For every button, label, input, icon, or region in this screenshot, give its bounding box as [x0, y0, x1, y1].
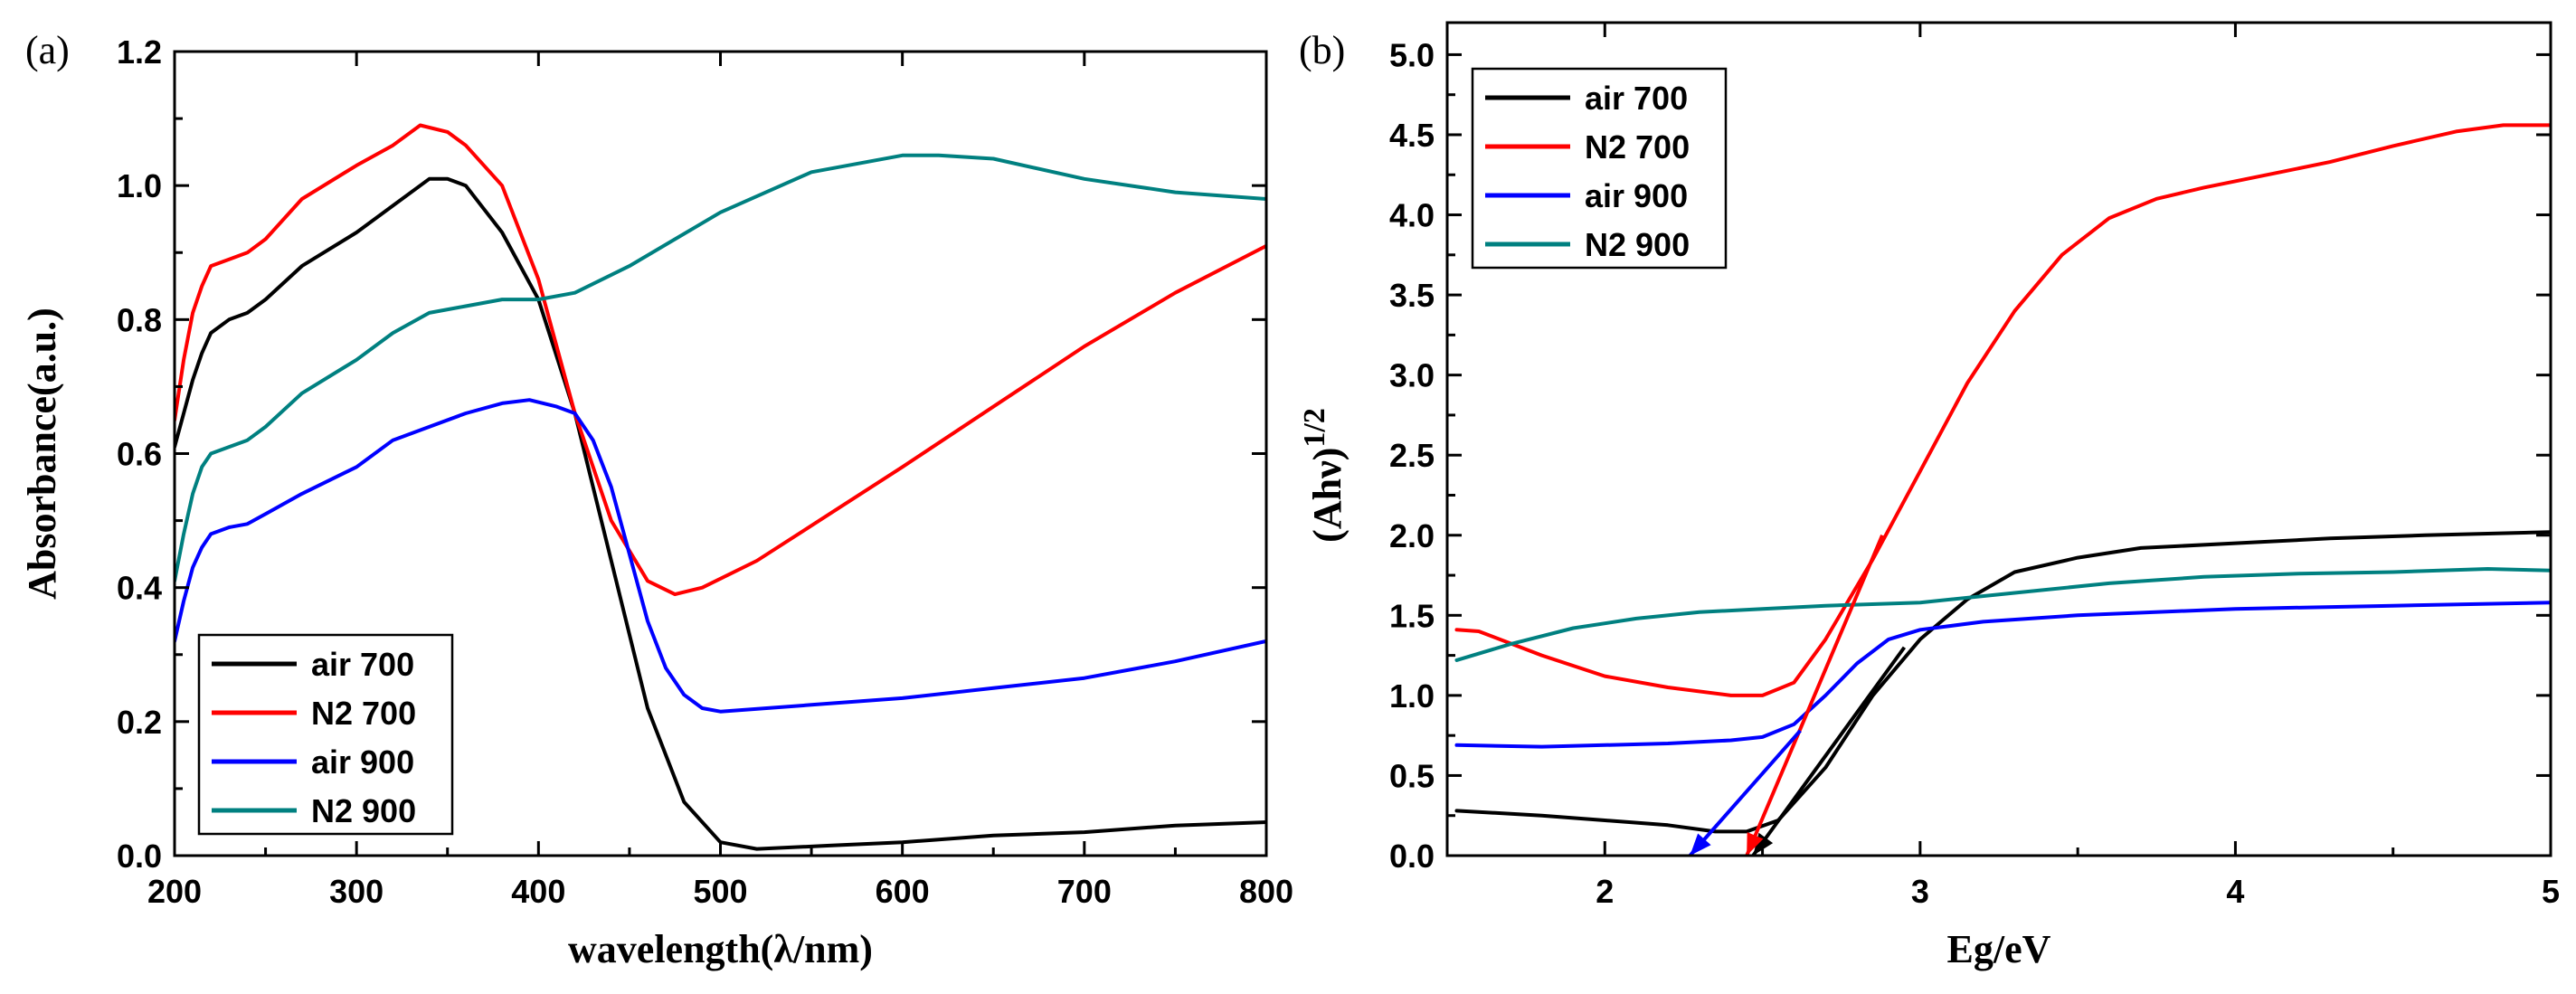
y-axis-title: Absorbance(a.u.) — [20, 308, 64, 600]
x-tick-label: 3 — [1911, 873, 1929, 910]
y-axis-title-exponent: 1/2 — [1298, 408, 1331, 447]
series-line-air-900 — [175, 398, 1266, 714]
x-tick-label: 400 — [511, 873, 565, 910]
plot-frame — [1445, 21, 2552, 857]
x-tick-label: 200 — [147, 873, 202, 910]
legend-label: N2 900 — [1585, 226, 1690, 263]
legend: air 700 N2 700 air 900 N2 900 — [197, 633, 454, 836]
y-tick-label: 4.5 — [1389, 117, 1435, 154]
arrow-head — [1747, 832, 1764, 856]
arrow-head — [1690, 833, 1711, 856]
x-tick-label: 2 — [1596, 873, 1614, 910]
panel-a-label: (a) — [25, 28, 70, 72]
x-tick-label: 800 — [1239, 873, 1293, 910]
legend-label: N2 700 — [1585, 128, 1690, 166]
y-tick-label: 0.4 — [117, 570, 162, 607]
legend-label: air 900 — [311, 743, 414, 781]
series-line-n2-900 — [175, 153, 1266, 583]
legend: air 700 N2 700 air 900 N2 900 — [1471, 67, 1728, 270]
tangent-line — [1751, 646, 1907, 857]
x-axis-title: wavelength(λ/nm) — [568, 927, 873, 971]
panel-b-bandgap-chart: (b) 2 3 4 5 0.0 0.5 1.0 1.5 2.0 2.5 3.0 3.5 4.0 4.5 5.… — [1298, 21, 2560, 971]
x-tick-label: 500 — [693, 873, 747, 910]
y-tick-label: 3.5 — [1389, 277, 1435, 314]
series-line-n2-700 — [1454, 123, 2551, 697]
x-axis-title: Eg/eV — [1947, 927, 2051, 971]
y-tick-label: 1.0 — [117, 167, 162, 204]
series-line-air-700 — [175, 176, 1266, 851]
legend-box — [197, 633, 454, 836]
y-tick-label: 1.2 — [117, 33, 162, 71]
y-tick-label: 4.0 — [1389, 197, 1435, 234]
legend-label: N2 900 — [311, 792, 416, 829]
legend-label: air 700 — [1585, 80, 1688, 117]
y-tick-label: 1.0 — [1389, 677, 1435, 715]
tangent-line — [1745, 534, 1884, 857]
legend-label: N2 700 — [311, 695, 416, 732]
y-tick-label: 5.0 — [1389, 36, 1435, 73]
plot-area — [175, 123, 1266, 851]
panel-b-label: (b) — [1299, 28, 1345, 72]
series-line-air-700 — [1454, 530, 2551, 834]
x-tick-label: 5 — [2542, 873, 2560, 910]
y-tick-label: 1.5 — [1389, 597, 1435, 634]
legend-label: air 700 — [311, 646, 414, 683]
y-tick-label: 0.6 — [117, 436, 162, 473]
x-tick-label: 600 — [876, 873, 930, 910]
panel-a-absorbance-chart: (a) 200 300 400 500 600 700 800 0.0 0.2 0.4 0.6 0.8… — [20, 28, 1293, 971]
y-tick-label: 0.8 — [117, 301, 162, 338]
plot-area — [1454, 123, 2551, 834]
series-line-air-900 — [1454, 601, 2551, 749]
y-tick-label: 3.0 — [1389, 357, 1435, 394]
x-tick-label: 4 — [2226, 873, 2244, 910]
legend-label: air 900 — [1585, 177, 1688, 214]
y-tick-label: 0.2 — [117, 704, 162, 741]
y-tick-label: 0.0 — [117, 838, 162, 875]
y-tick-label: 2.5 — [1389, 437, 1435, 474]
y-tick-label: 0.0 — [1389, 838, 1435, 875]
y-tick-label: 0.5 — [1389, 757, 1435, 794]
x-tick-label: 300 — [329, 873, 384, 910]
x-tick-label: 700 — [1057, 873, 1112, 910]
y-axis-title: (Ahν)1/2 — [1298, 408, 1350, 543]
y-tick-label: 2.0 — [1389, 517, 1435, 554]
legend-box — [1471, 67, 1728, 270]
y-axis-title-main: (Ahν) — [1305, 448, 1350, 543]
series-line-n2-900 — [1454, 567, 2551, 662]
series-line-n2-700 — [175, 123, 1266, 597]
tangent-line — [1688, 729, 1802, 857]
